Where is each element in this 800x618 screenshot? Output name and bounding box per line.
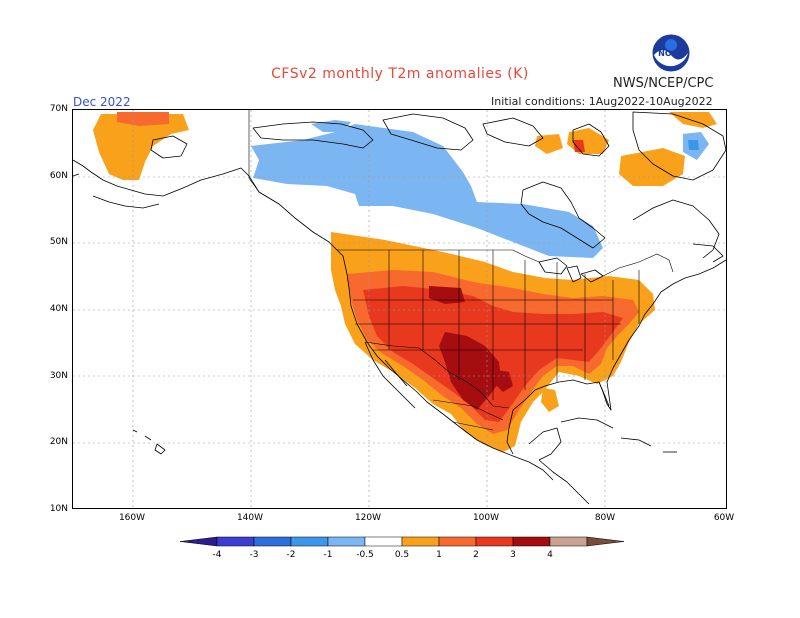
colorbar-bin-10 xyxy=(549,536,588,547)
colorbar-tick-label: -0.5 xyxy=(356,550,374,560)
lon-label-100w: 100W xyxy=(472,513,500,523)
political-boundaries xyxy=(248,110,674,431)
lat-label-10n: 10N xyxy=(49,504,68,514)
lon-label-120w: 120W xyxy=(354,513,382,523)
colorbar-bin-9 xyxy=(512,536,551,547)
colorbar-bin-8 xyxy=(475,536,514,547)
lon-label-80w: 80W xyxy=(594,513,616,523)
valid-month-label: Dec 2022 xyxy=(73,95,131,109)
colorbar-bin-0 xyxy=(179,536,218,547)
colorbar-tick-label: 3 xyxy=(510,550,516,560)
noaa-logo-icon: NOAA xyxy=(651,33,691,73)
colorbar-bin-6 xyxy=(401,536,440,547)
cool-anomaly-region xyxy=(251,120,709,258)
lat-label-70n: 70N xyxy=(49,104,68,114)
coastlines xyxy=(73,111,726,505)
colorbar-bin-2 xyxy=(253,536,292,547)
colorbar-bin-3 xyxy=(290,536,329,547)
lat-label-20n: 20N xyxy=(49,437,68,447)
colorbar-tick-label: 4 xyxy=(547,550,553,560)
anomaly-map xyxy=(72,109,727,509)
warm-anomaly-arctic xyxy=(93,112,717,186)
lat-label-40n: 40N xyxy=(49,304,68,314)
colorbar-canvas: -4 -3 -2 -1 -0.5 0.5 1 2 3 4 xyxy=(179,536,625,560)
colorbar-tick-label: 0.5 xyxy=(395,550,409,560)
initial-conditions-label: Initial conditions: 1Aug2022-10Aug2022 xyxy=(491,95,713,108)
colorbar-tick-label: 2 xyxy=(473,550,479,560)
colorbar-tick-label: 1 xyxy=(436,550,442,560)
map-gridlines xyxy=(73,110,726,508)
colorbar-tick-label: -1 xyxy=(324,550,333,560)
map-canvas xyxy=(73,110,726,508)
lon-label-60w: 60W xyxy=(713,513,735,523)
colorbar-bin-1 xyxy=(216,536,255,547)
colorbar-tick-label: -4 xyxy=(213,550,222,560)
colorbar-tick-label: -2 xyxy=(287,550,296,560)
colorbar-bin-5 xyxy=(364,536,403,547)
noaa-logo-text: NOAA xyxy=(658,49,684,58)
lat-label-50n: 50N xyxy=(49,237,68,247)
colorbar-tick-label: -3 xyxy=(250,550,259,560)
colorbar-bin-4 xyxy=(327,536,366,547)
lon-label-140w: 140W xyxy=(236,513,264,523)
organization-label: NWS/NCEP/CPC xyxy=(613,76,714,91)
lon-label-160w: 160W xyxy=(118,513,146,523)
lat-label-30n: 30N xyxy=(49,371,68,381)
colorbar-bin-7 xyxy=(438,536,477,547)
map-title: CFSv2 monthly T2m anomalies (K) xyxy=(271,66,529,82)
colorbar-bin-11 xyxy=(586,536,625,547)
lat-label-60n: 60N xyxy=(49,171,68,181)
colorbar: -4 -3 -2 -1 -0.5 0.5 1 2 3 4 xyxy=(176,534,626,564)
